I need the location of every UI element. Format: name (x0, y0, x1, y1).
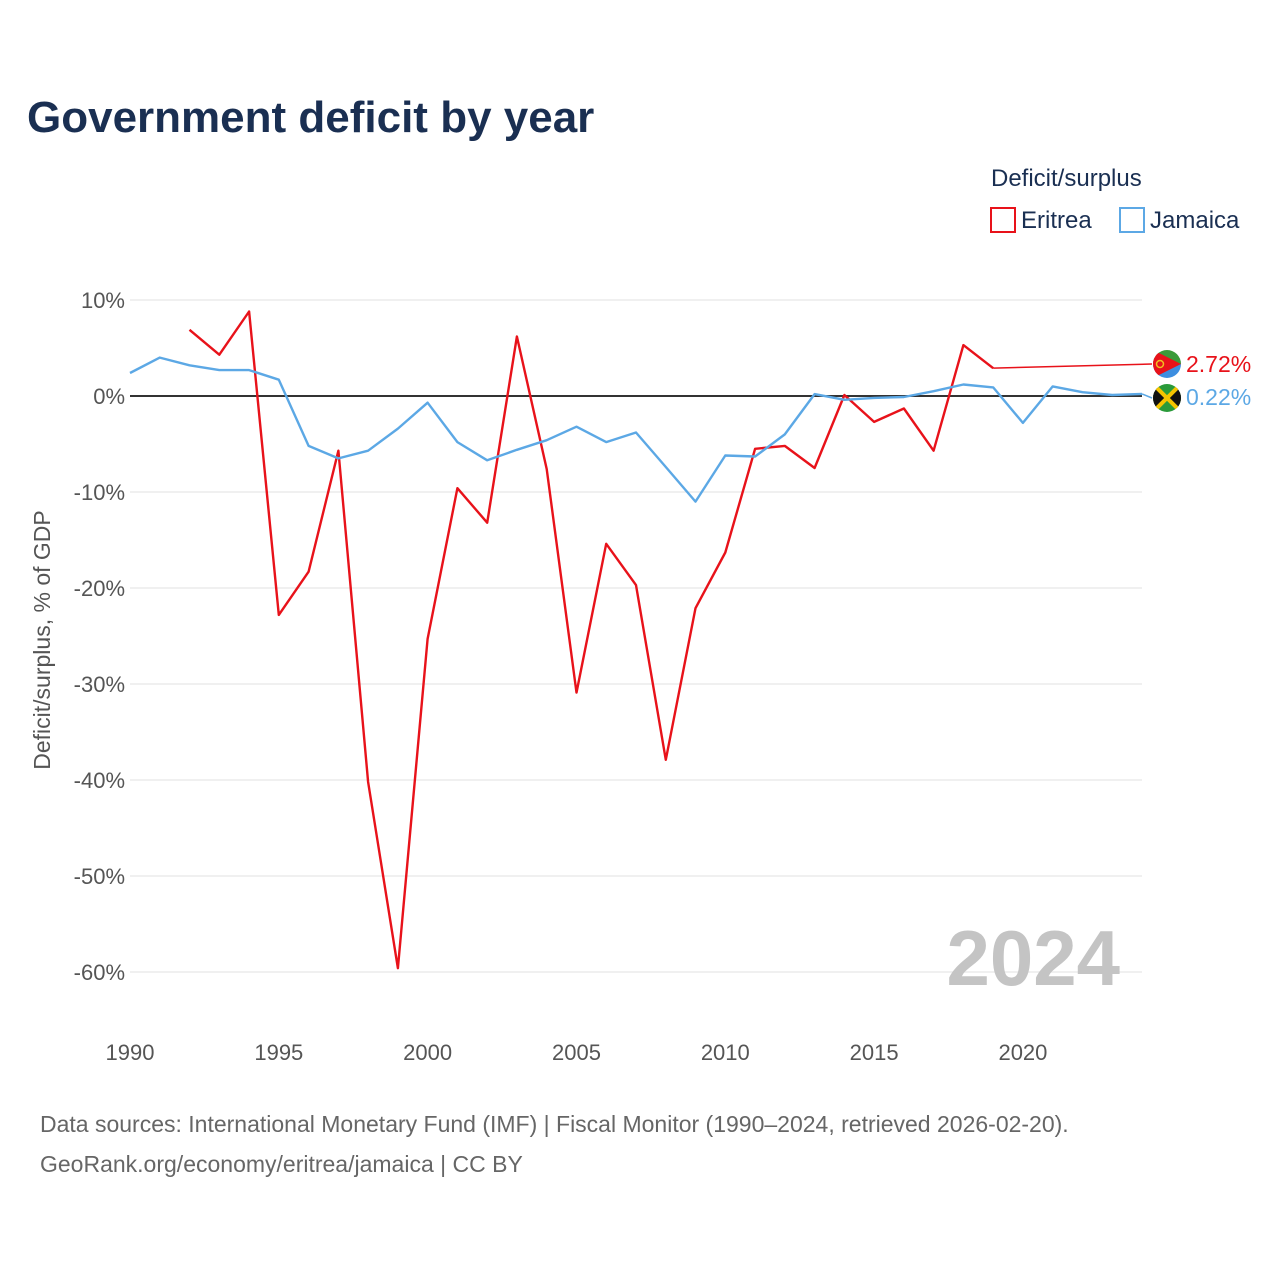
year-watermark: 2024 (946, 914, 1120, 1002)
y-tick-label: -40% (74, 768, 125, 793)
jamaica-end-label: 0.22% (1186, 384, 1251, 410)
chart-title: Government deficit by year (27, 93, 594, 142)
legend-label-jamaica[interactable]: Jamaica (1150, 207, 1240, 234)
legend-title: Deficit/surplus (991, 165, 1142, 192)
y-tick-label: -30% (74, 672, 125, 697)
x-tick-label: 2005 (552, 1040, 601, 1065)
legend: Deficit/surplus Eritrea Jamaica (990, 165, 1240, 234)
x-axis-ticks: 1990 1995 2000 2005 2010 2015 2020 (106, 1040, 1048, 1065)
jamaica-flag-icon (1153, 384, 1181, 412)
y-axis-ticks: 10% 0% -10% -20% -30% -40% -50% -60% (74, 288, 125, 985)
gridlines (130, 299, 1142, 973)
x-tick-label: 2020 (998, 1040, 1047, 1065)
x-tick-label: 1990 (106, 1040, 155, 1065)
y-axis-label: Deficit/surplus, % of GDP (29, 510, 55, 769)
series-line-jamaica[interactable] (129, 356, 1143, 503)
x-tick-label: 1995 (254, 1040, 303, 1065)
x-tick-label: 2015 (850, 1040, 899, 1065)
legend-swatch-eritrea[interactable] (990, 207, 1016, 233)
eritrea-leader-line (993, 363, 1153, 369)
y-tick-label: -60% (74, 960, 125, 985)
jamaica-leader-line (1141, 393, 1153, 399)
series-lines (129, 310, 1153, 970)
y-tick-label: -50% (74, 864, 125, 889)
y-tick-label: 0% (93, 384, 125, 409)
legend-swatch-jamaica[interactable] (1119, 207, 1145, 233)
y-tick-label: 10% (81, 288, 125, 313)
source-line-1: Data sources: International Monetary Fun… (40, 1111, 1069, 1137)
source-line-2[interactable]: GeoRank.org/economy/eritrea/jamaica | CC… (40, 1151, 523, 1177)
x-tick-label: 2010 (701, 1040, 750, 1065)
x-tick-label: 2000 (403, 1040, 452, 1065)
y-tick-label: -20% (74, 576, 125, 601)
legend-label-eritrea[interactable]: Eritrea (1021, 207, 1092, 234)
series-line-eritrea[interactable] (188, 310, 994, 970)
y-tick-label: -10% (74, 480, 125, 505)
eritrea-flag-icon (1153, 350, 1181, 378)
eritrea-end-label: 2.72% (1186, 351, 1251, 377)
